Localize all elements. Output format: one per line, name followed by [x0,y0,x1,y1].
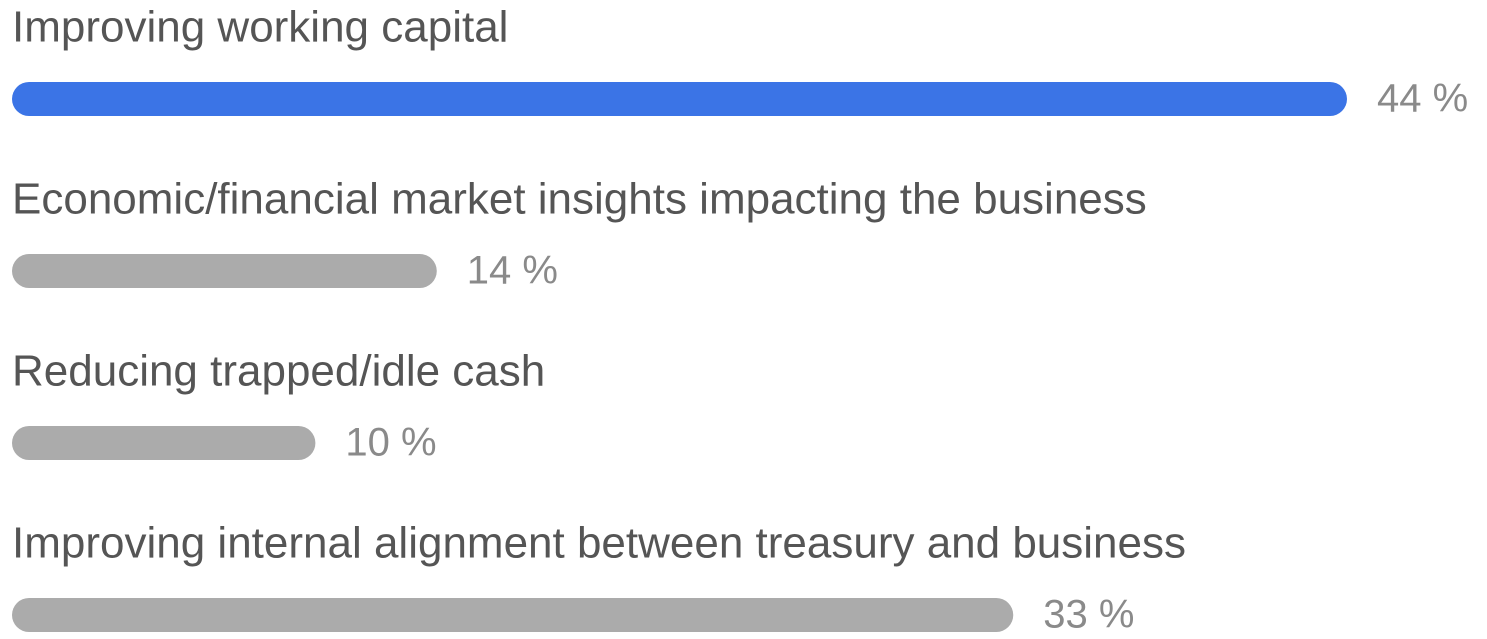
option-label: Improving working capital [12,3,508,52]
option-label: Economic/financial market insights impac… [12,175,1147,224]
option-label: Reducing trapped/idle cash [12,347,545,396]
value-label: 14 % [467,249,558,293]
option-label: Improving internal alignment between tre… [12,519,1186,568]
bar [12,254,437,288]
bar [12,598,1014,632]
bar [12,82,1347,116]
value-label: 33 % [1043,593,1134,634]
value-label: 44 % [1377,77,1468,121]
value-label: 10 % [345,421,436,465]
bar [12,426,316,460]
